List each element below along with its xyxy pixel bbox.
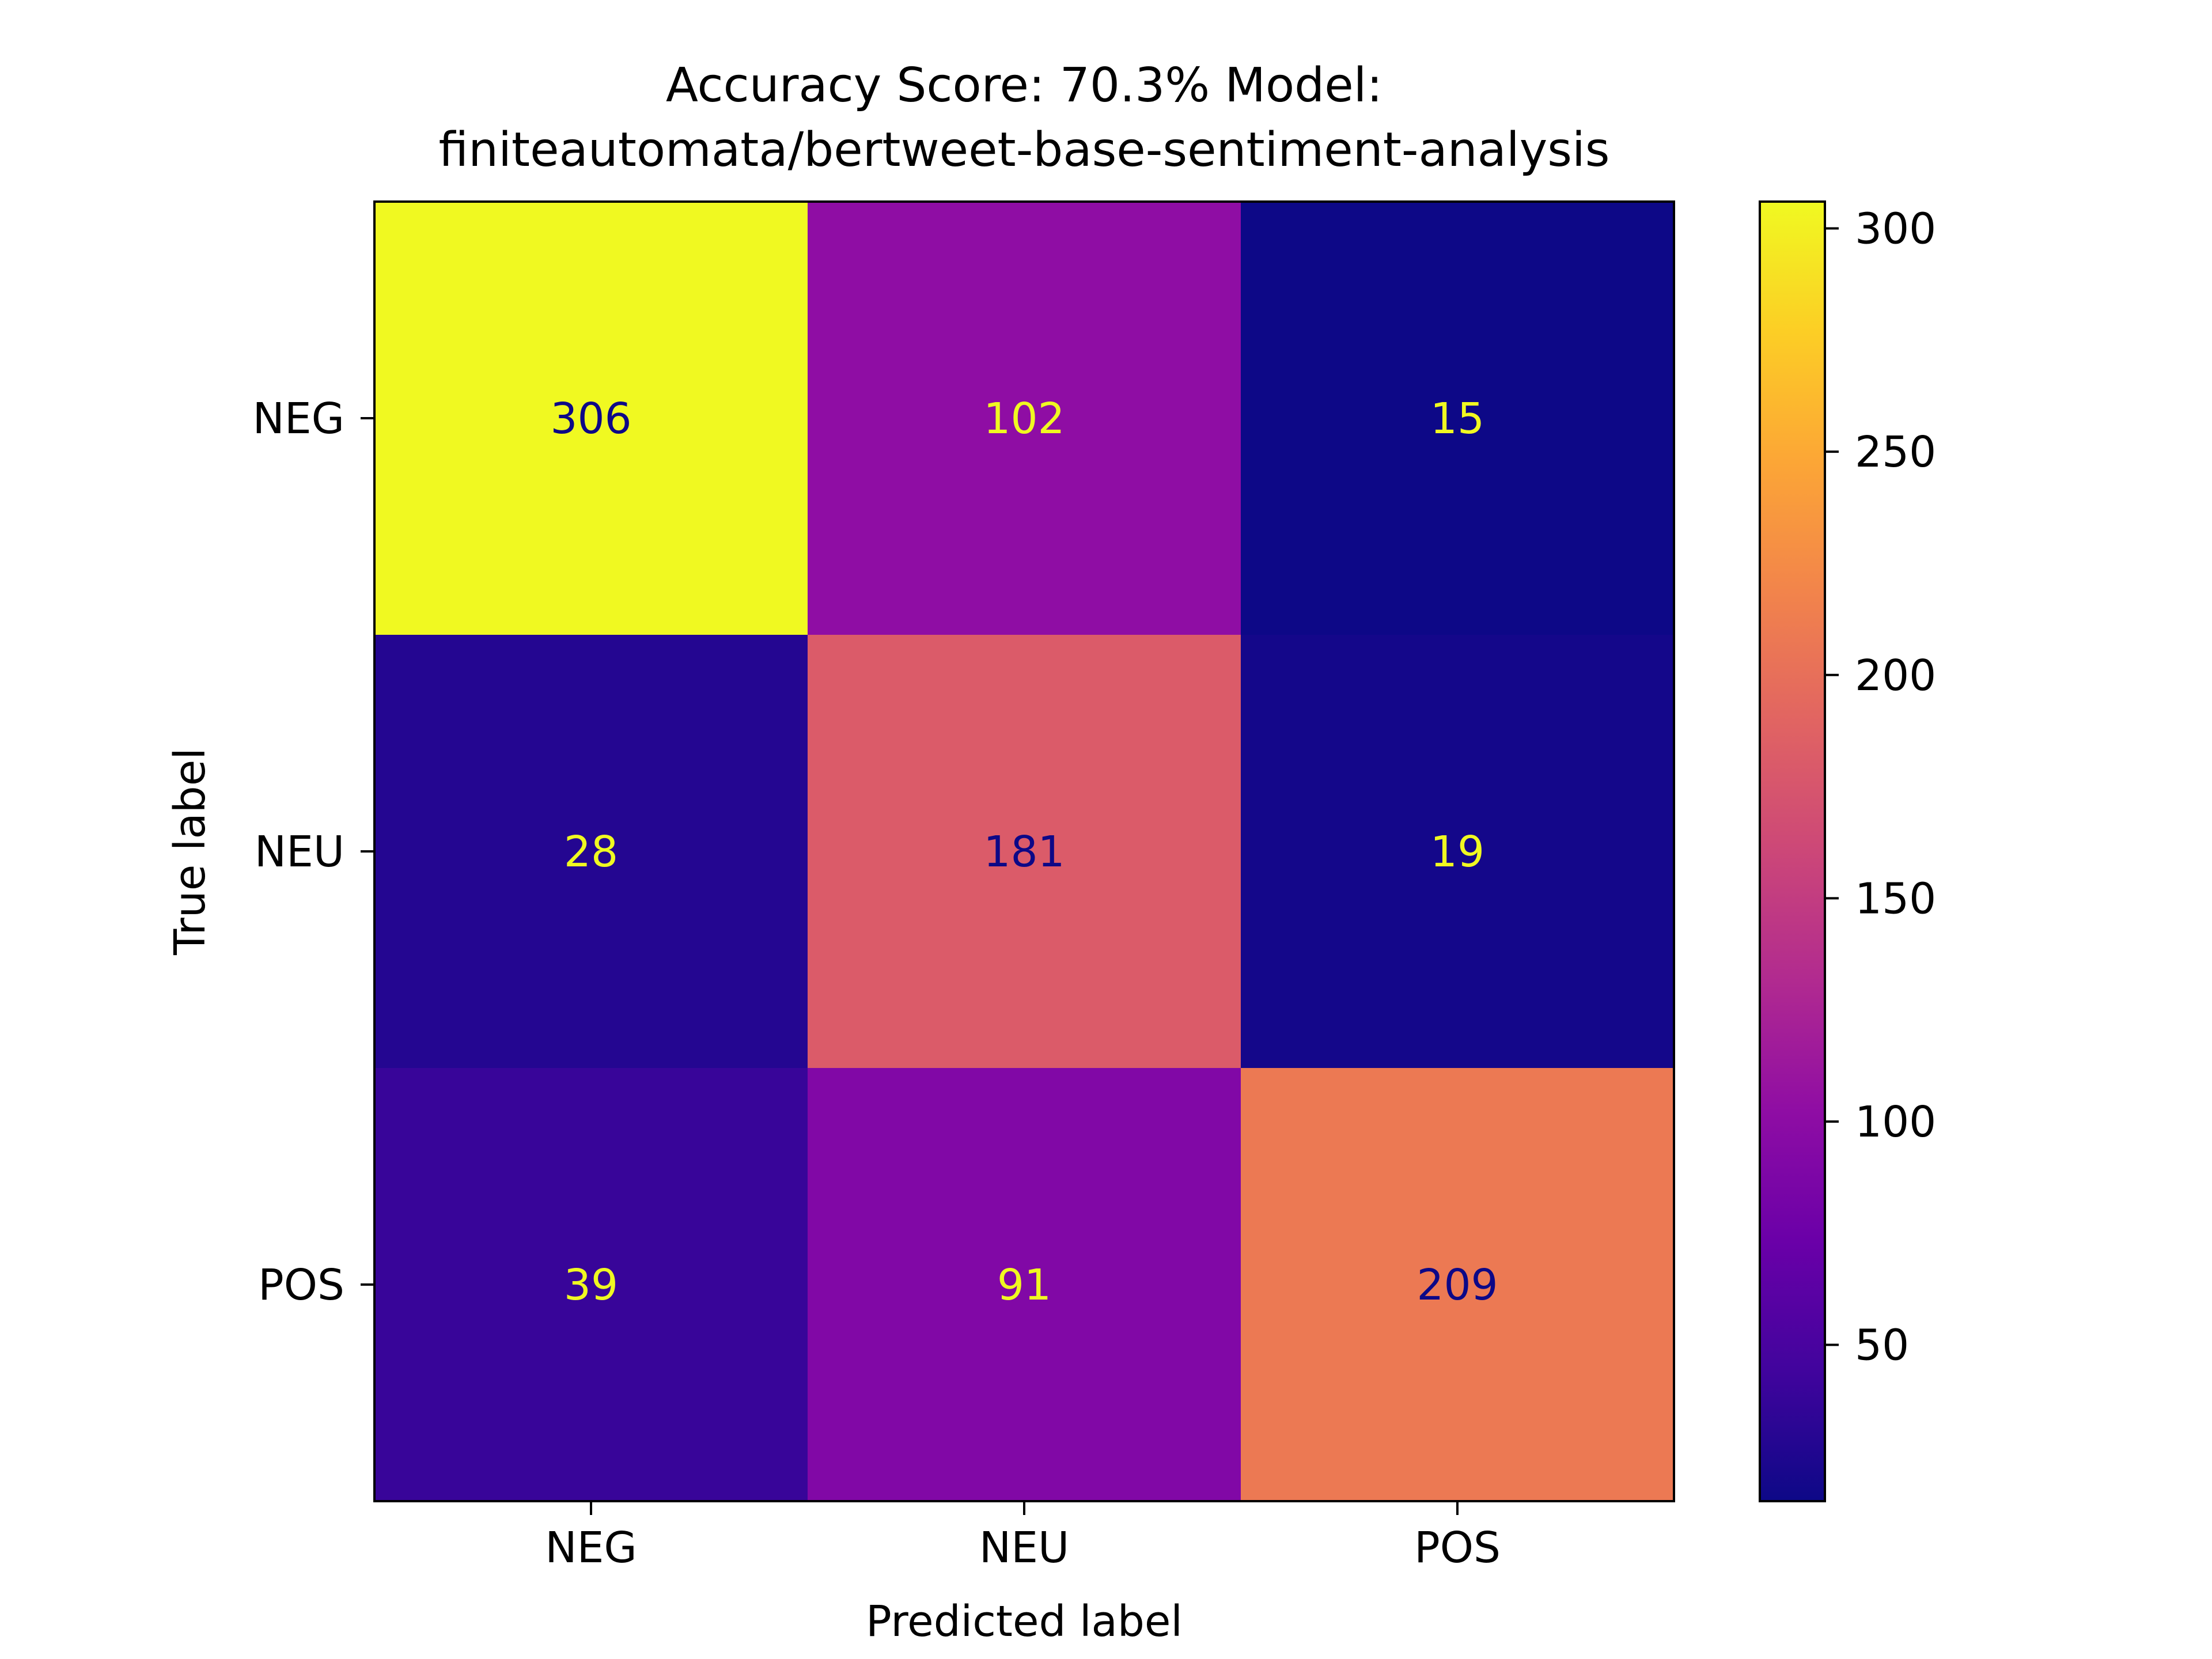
heatmap-cell [808, 202, 1241, 635]
colorbar: 50 100 150 200 250 300 [1759, 200, 1936, 1502]
chart-title: Accuracy Score: 70.3% Model: finiteautom… [439, 58, 1610, 177]
colorbar-tick-label: 300 [1855, 204, 1936, 254]
title-line-2: finiteautomata/bertweet-base-sentiment-a… [439, 123, 1610, 177]
x-tick-label: NEG [545, 1523, 637, 1573]
heatmap-cells [374, 202, 1675, 1502]
x-axis-label: Predicted label [866, 1597, 1183, 1646]
colorbar-tick-label: 250 [1855, 427, 1936, 477]
cell-value-label: 15 [1430, 394, 1484, 444]
y-tick-label: POS [258, 1260, 344, 1310]
cell-value-label: 39 [564, 1260, 618, 1310]
colorbar-gradient [1759, 200, 1826, 1502]
cell-value-label: 19 [1430, 827, 1484, 877]
cell-value-label: 181 [983, 827, 1065, 877]
colorbar-ticks: 50 100 150 200 250 300 [1825, 204, 1936, 1370]
x-axis: NEG NEU POS [545, 1501, 1501, 1573]
y-axis: NEG NEU POS [253, 394, 374, 1310]
heatmap-cell [1241, 635, 1675, 1069]
title-line-1: Accuracy Score: 70.3% Model: [666, 58, 1382, 113]
colorbar-tick-label: 150 [1855, 874, 1936, 923]
cell-value-label: 102 [983, 394, 1065, 444]
heatmap-cell-labels: 306 102 15 28 181 19 39 91 209 [550, 394, 1498, 1310]
cell-value-label: 209 [1416, 1260, 1498, 1310]
colorbar-tick-label: 50 [1855, 1321, 1909, 1370]
heatmap-cell [808, 635, 1241, 1069]
heatmap-cell [808, 1068, 1241, 1502]
y-tick-label: NEU [255, 827, 344, 877]
cell-value-label: 28 [564, 827, 618, 877]
x-tick-label: NEU [979, 1523, 1069, 1573]
heatmap-cell [374, 635, 808, 1069]
y-axis-label: True label [165, 748, 215, 956]
colorbar-tick-label: 200 [1855, 651, 1936, 700]
heatmap-cell [374, 1068, 808, 1502]
heatmap-cell [1241, 1068, 1675, 1502]
cell-value-label: 91 [997, 1260, 1051, 1310]
y-tick-label: NEG [253, 394, 344, 444]
heatmap-cell [374, 202, 808, 635]
heatmap-cell [1241, 202, 1675, 635]
x-tick-label: POS [1414, 1523, 1501, 1573]
colorbar-tick-label: 100 [1855, 1097, 1936, 1147]
cell-value-label: 306 [550, 394, 631, 444]
